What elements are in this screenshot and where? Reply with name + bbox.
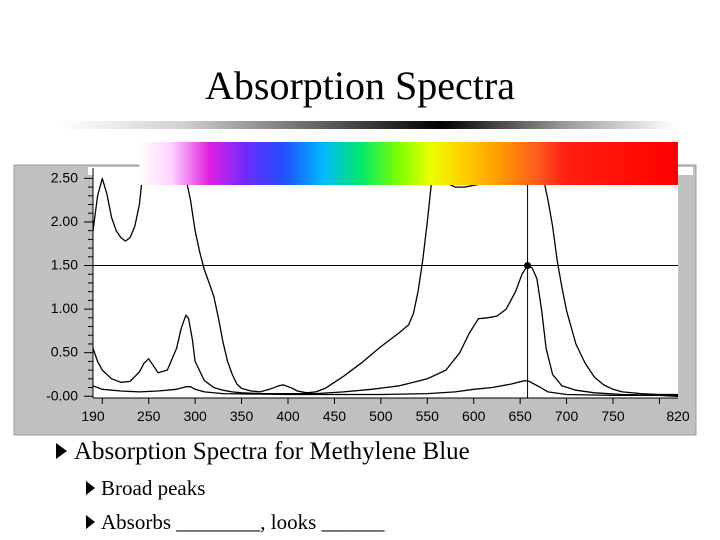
absorbance-curve-3 — [93, 264, 678, 397]
x-tick-label: 650 — [508, 408, 532, 424]
y-tick-label: 1.00 — [51, 300, 78, 316]
absorbance-curve-1 — [93, 177, 143, 242]
absorbance-curve-2 — [185, 178, 433, 394]
bullet-arrow-icon — [86, 481, 95, 496]
x-tick-label: 350 — [230, 408, 254, 424]
bullet-main: Absorption Spectra for Methylene Blue — [56, 436, 470, 468]
bullet-sub: Absorbs ________, looks ______ — [86, 508, 470, 536]
x-tick-label: 820 — [666, 408, 690, 424]
x-tick-label: 450 — [323, 408, 347, 424]
bullet-list: Absorption Spectra for Methylene Blue Br… — [56, 436, 470, 536]
bullet-text: Broad peaks — [101, 476, 206, 500]
slide-title: Absorption Spectra — [205, 63, 515, 108]
title-divider — [60, 121, 675, 129]
x-tick-label: 550 — [416, 408, 440, 424]
bullet-arrow-icon — [56, 443, 67, 460]
absorbance-curve-4 — [93, 379, 678, 397]
y-tick-label: 0.50 — [51, 344, 78, 360]
bullet-text: Absorbs ________, looks ______ — [101, 510, 385, 534]
x-tick-label: 600 — [462, 408, 486, 424]
y-tick-label: 2.50 — [51, 169, 78, 185]
x-tick-label: 250 — [137, 408, 161, 424]
x-tick-label: 300 — [183, 408, 207, 424]
x-tick-label: 750 — [601, 408, 625, 424]
y-tick-label: 1.50 — [51, 257, 78, 273]
y-tick-label: 2.00 — [51, 213, 78, 229]
bullet-arrow-icon — [86, 515, 95, 530]
visible-spectrum-band — [139, 142, 678, 185]
x-tick-label: 190 — [81, 408, 105, 424]
x-tick-label: 400 — [276, 408, 300, 424]
bullet-text: Absorption Spectra for Methylene Blue — [74, 438, 470, 465]
absorbance-curve-6 — [542, 178, 678, 396]
x-tick-label: 700 — [555, 408, 579, 424]
plot-area — [93, 174, 678, 398]
y-tick-label: -0.00 — [46, 387, 78, 403]
x-tick-label: 500 — [369, 408, 393, 424]
bullet-sub: Broad peaks — [86, 474, 470, 502]
cursor-point — [524, 262, 532, 270]
